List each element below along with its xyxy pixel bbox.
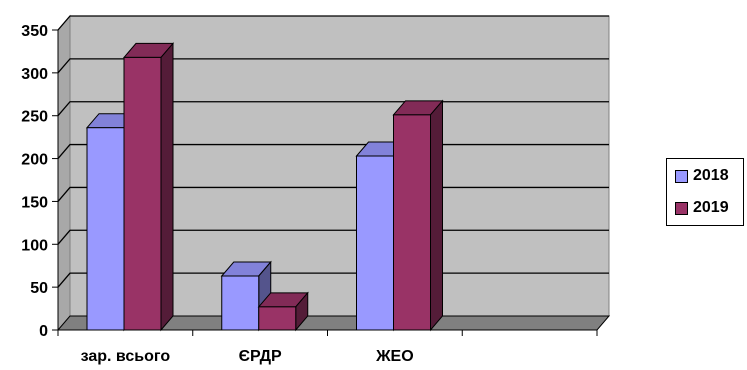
- y-tick-label: 350: [21, 23, 48, 40]
- y-tick-label: 300: [21, 66, 48, 83]
- legend-swatch-2018: [675, 169, 688, 183]
- bar-front: [258, 306, 297, 331]
- bar-front: [393, 114, 431, 331]
- y-tick-label: 50: [30, 280, 48, 297]
- x-tick-label: ЄРДР: [239, 348, 282, 365]
- gridline: [57, 15, 609, 31]
- bar-2018-1: [220, 260, 272, 332]
- gridline: [57, 58, 609, 74]
- x-tick-label: зар. всього: [81, 348, 171, 365]
- y-tick-label: 200: [21, 152, 48, 169]
- y-tick-label: 250: [21, 109, 48, 126]
- y-tick-label: 100: [21, 237, 48, 254]
- y-tick-label: 0: [39, 323, 48, 340]
- bar-side: [160, 42, 174, 332]
- x-axis-ticks: зар. всього ЄРДР ЖЕО: [57, 330, 598, 365]
- legend-item-2018: 2018: [675, 167, 729, 185]
- legend-swatch-2019: [675, 201, 688, 215]
- legend-item-2019: 2019: [675, 199, 729, 217]
- legend: 2018 2019: [666, 158, 744, 226]
- bar-front: [221, 275, 260, 331]
- legend-label-2018: 2018: [693, 167, 729, 184]
- y-axis-ticks: 0 50 100 150 200 250 300 350: [21, 23, 58, 340]
- bar-front: [86, 127, 125, 331]
- bar-2019-1: [257, 291, 309, 332]
- bar-front: [123, 56, 162, 331]
- legend-label-2019: 2019: [693, 199, 729, 216]
- bar-side: [430, 99, 443, 332]
- bar-2019-2: [392, 99, 444, 332]
- plot-side-wall: [57, 14, 71, 332]
- bar-series: [85, 42, 444, 332]
- x-tick-label: ЖЕО: [375, 348, 414, 365]
- bar-2019-0: [122, 42, 175, 332]
- bar-front: [356, 155, 394, 331]
- y-tick-label: 150: [21, 194, 48, 211]
